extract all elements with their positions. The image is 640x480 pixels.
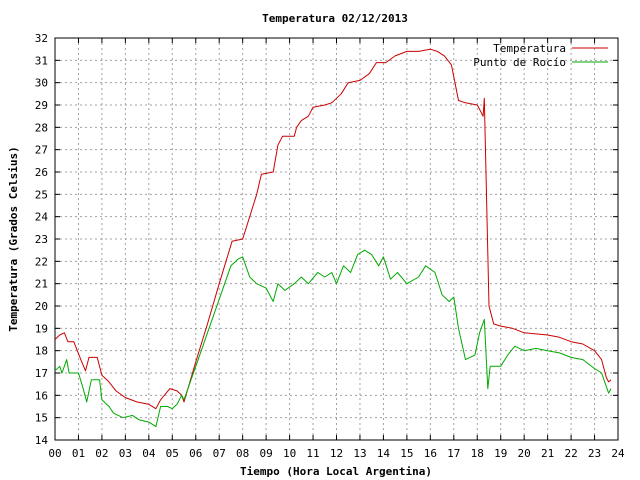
x-tick-label: 01 [72, 447, 85, 460]
y-tick-label: 17 [35, 367, 48, 380]
x-tick-label: 10 [283, 447, 296, 460]
x-tick-label: 21 [541, 447, 554, 460]
y-tick-label: 28 [35, 121, 48, 134]
x-tick-label: 15 [400, 447, 413, 460]
series-lines [54, 48, 612, 428]
x-tick-label: 16 [424, 447, 437, 460]
y-tick-label: 32 [35, 32, 48, 45]
x-tick-label: 02 [95, 447, 108, 460]
legend-label-1: Punto de Rocío [473, 56, 566, 69]
x-tick-label: 08 [236, 447, 249, 460]
x-tick-label: 11 [306, 447, 319, 460]
x-tick-label: 05 [166, 447, 179, 460]
y-tick-label: 26 [35, 166, 48, 179]
y-tick-label: 25 [35, 188, 48, 201]
x-tick-label: 07 [213, 447, 226, 460]
series-line-1 [54, 249, 612, 428]
series-line-0 [54, 48, 612, 410]
legend-label-0: Temperatura [493, 42, 566, 55]
x-tick-label: 17 [447, 447, 460, 460]
y-tick-label: 19 [35, 322, 48, 335]
y-tick-label: 20 [35, 300, 48, 313]
x-tick-label: 20 [518, 447, 531, 460]
x-tick-label: 03 [119, 447, 132, 460]
x-tick-label: 14 [377, 447, 391, 460]
x-tick-label: 19 [494, 447, 507, 460]
axis-ticks: 00 01 02 03 04 05 06 07 08 09 10 11 12 13 14 15 16 17 18 19… [35, 32, 625, 460]
x-tick-label: 06 [189, 447, 202, 460]
x-tick-label: 09 [260, 447, 273, 460]
x-tick-label: 13 [353, 447, 366, 460]
x-tick-label: 04 [142, 447, 156, 460]
y-tick-label: 30 [35, 77, 48, 90]
y-tick-label: 24 [35, 211, 49, 224]
x-tick-label: 00 [48, 447, 61, 460]
grid-lines [55, 38, 618, 440]
y-tick-label: 29 [35, 99, 48, 112]
y-axis-label: Temperatura (Grados Celsius) [7, 146, 20, 331]
x-tick-label: 22 [564, 447, 577, 460]
x-tick-label: 12 [330, 447, 343, 460]
y-tick-label: 21 [35, 278, 48, 291]
y-tick-label: 31 [35, 54, 48, 67]
x-tick-label: 18 [471, 447, 484, 460]
chart-title: Temperatura 02/12/2013 [262, 12, 408, 25]
x-tick-label: 23 [588, 447, 601, 460]
y-tick-label: 23 [35, 233, 48, 246]
y-tick-label: 22 [35, 255, 48, 268]
y-tick-label: 14 [35, 434, 49, 447]
y-tick-label: 27 [35, 144, 48, 157]
x-axis-label: Tiempo (Hora Local Argentina) [240, 465, 432, 478]
x-tick-label: 24 [611, 447, 625, 460]
y-tick-label: 16 [35, 389, 48, 402]
y-tick-label: 18 [35, 345, 48, 358]
y-tick-label: 15 [35, 412, 48, 425]
